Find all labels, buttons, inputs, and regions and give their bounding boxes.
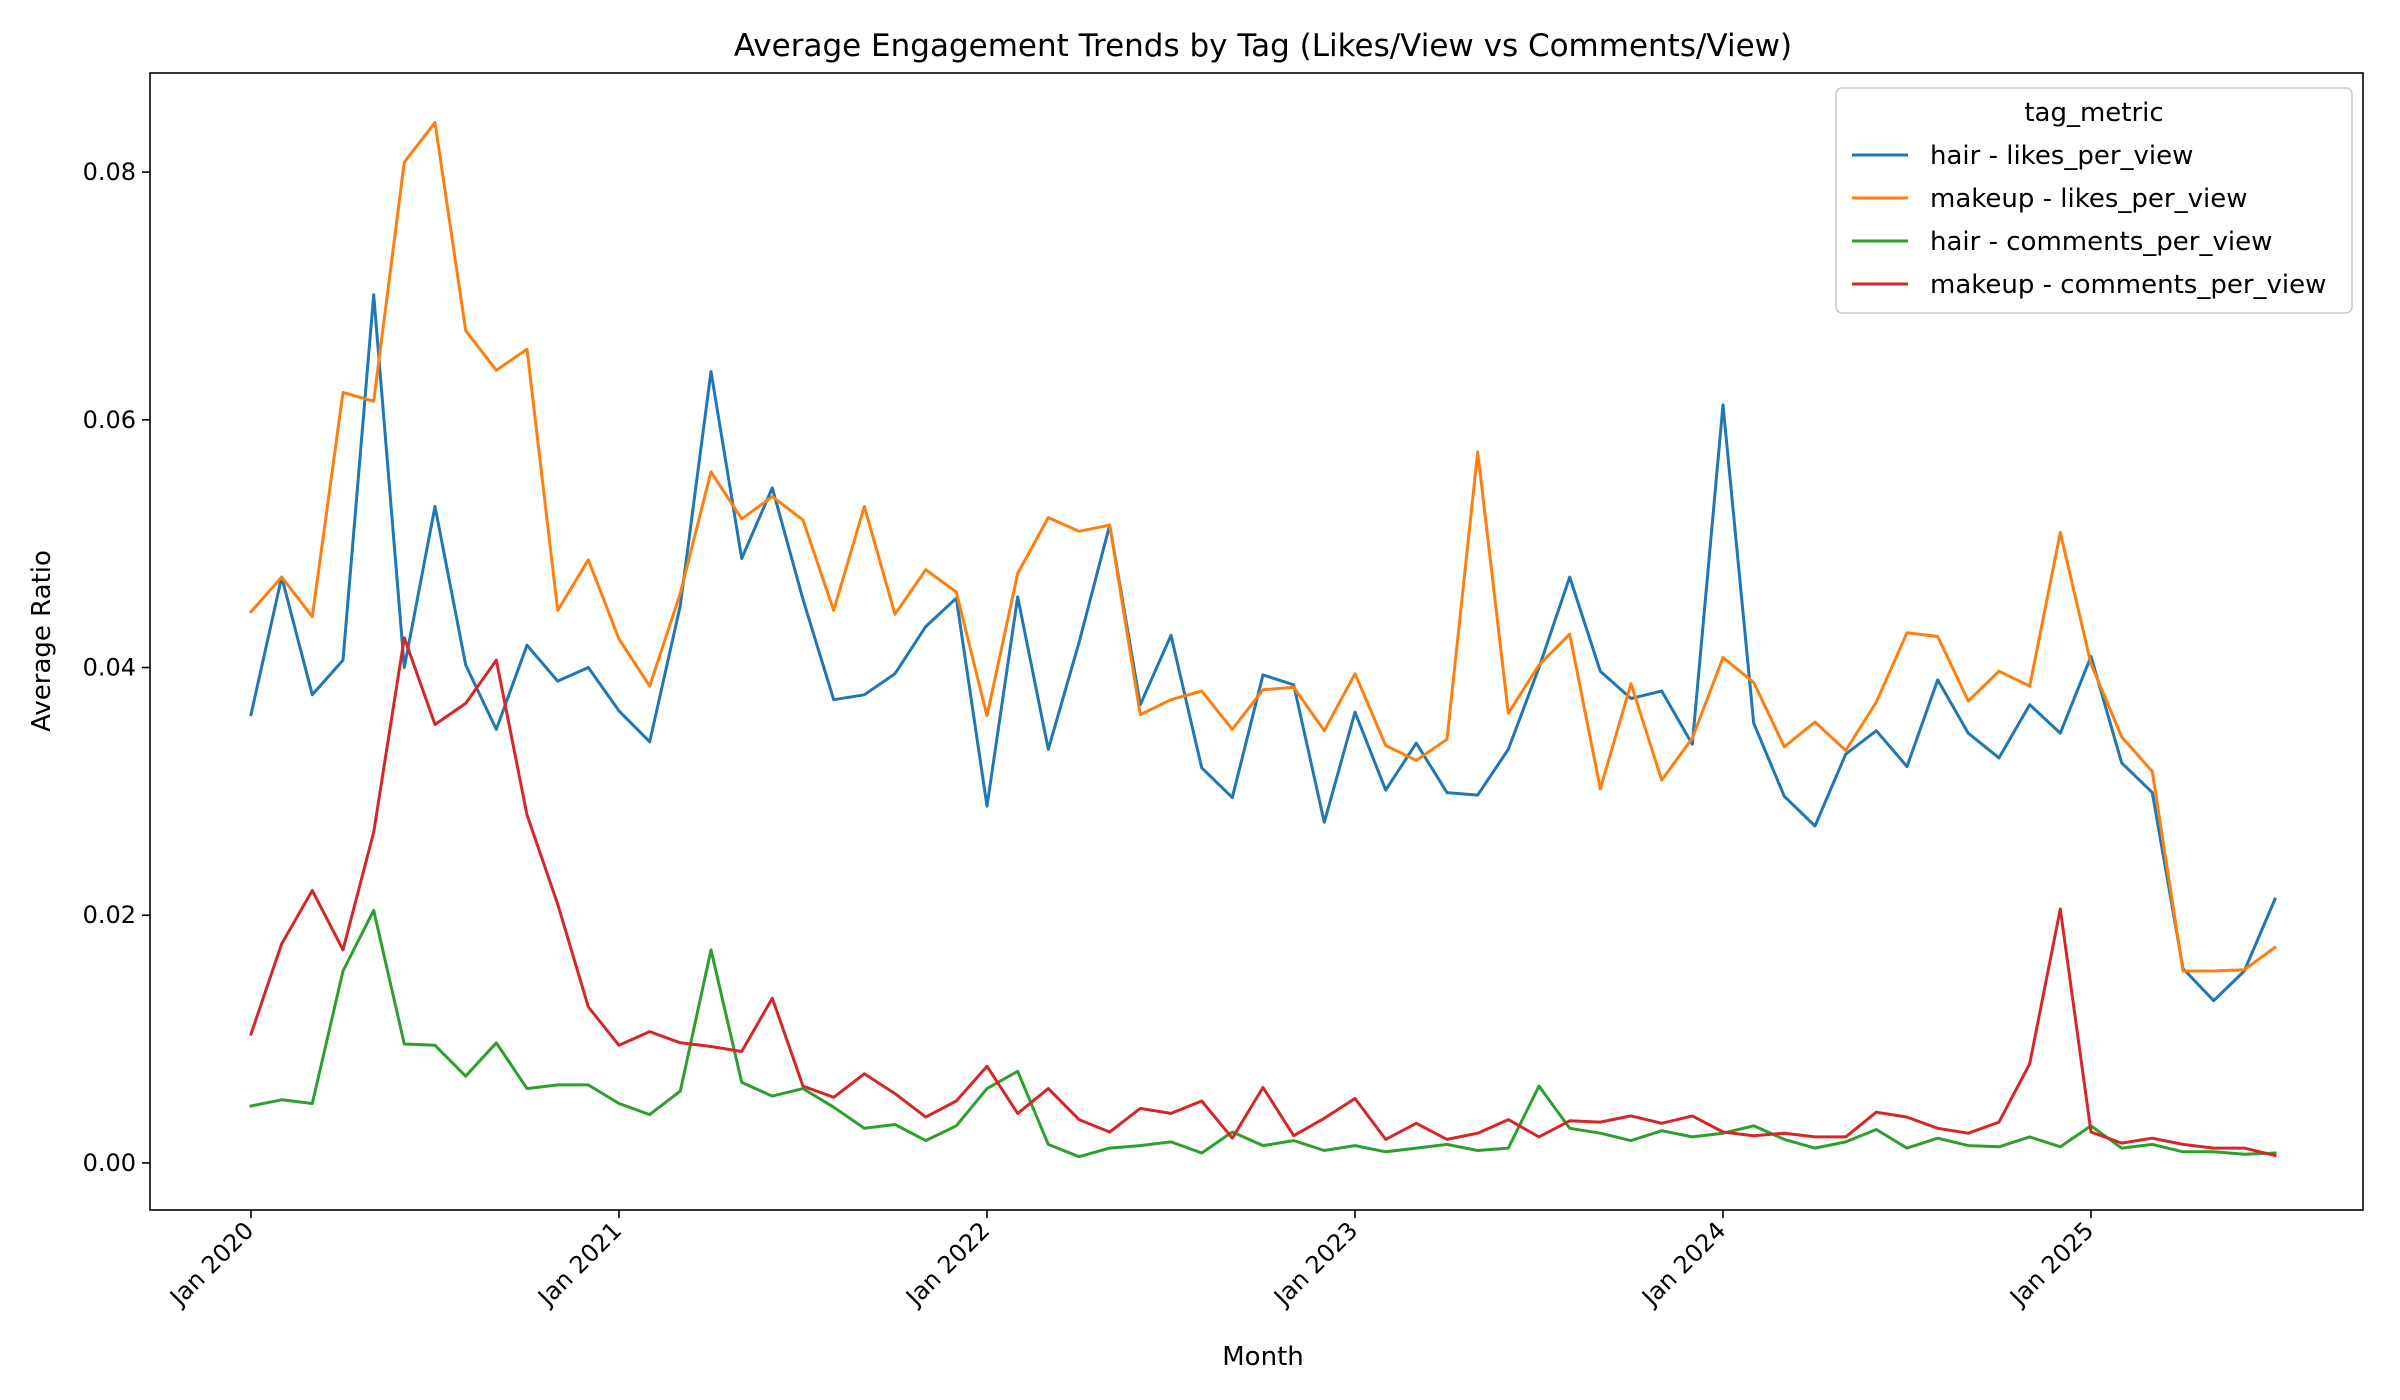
legend-label-1: makeup - likes_per_view xyxy=(1930,184,2247,214)
y-tick-label-0: 0.00 xyxy=(83,1149,136,1177)
plot-frame xyxy=(149,72,2364,1211)
series-layer xyxy=(248,121,2278,1159)
series-line-2 xyxy=(249,908,2277,1159)
y-axis: 0.00 0.02 0.04 0.06 0.08 xyxy=(83,158,150,1177)
legend-label-0: hair - likes_per_view xyxy=(1930,141,2193,171)
y-tick-label-1: 0.02 xyxy=(83,901,136,929)
y-tick-label-3: 0.06 xyxy=(83,406,136,434)
series-line-1 xyxy=(248,121,2278,973)
series-line-0 xyxy=(249,293,2277,1003)
legend-label-2: hair - comments_per_view xyxy=(1930,227,2272,257)
y-axis-label: Average Ratio xyxy=(27,550,57,732)
y-tick-label-4: 0.08 xyxy=(83,158,136,186)
legend-box xyxy=(1835,87,2353,314)
legend-title: tag_metric xyxy=(2024,98,2163,128)
x-axis-label: Month xyxy=(1222,1342,1304,1372)
chart-title: Average Engagement Trends by Tag (Likes/… xyxy=(734,28,1792,64)
y-tick-label-2: 0.04 xyxy=(83,654,136,682)
series-line-3 xyxy=(249,636,2277,1158)
legend-label-3: makeup - comments_per_view xyxy=(1930,270,2326,300)
